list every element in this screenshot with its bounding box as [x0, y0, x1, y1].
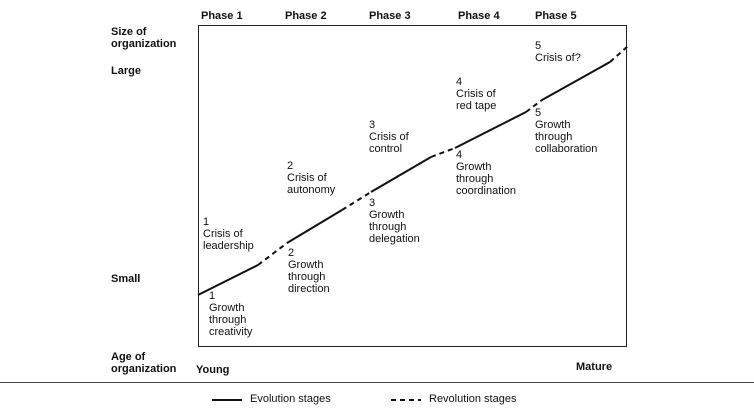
x-axis-title-line1: Age of [111, 351, 146, 363]
divider [0, 382, 754, 383]
stage-crisis-5: 5 Crisis of? [535, 40, 581, 64]
y-axis-small-label: Small [111, 273, 141, 285]
x-axis-title-line2: organization [111, 363, 177, 375]
stage-growth-5: 5 Growth through collaboration [535, 107, 598, 155]
evolution-segment-4 [454, 111, 527, 149]
stage-growth-3: 3 Growth through delegation [369, 197, 420, 245]
phase-5-label: Phase 5 [535, 10, 577, 22]
stage-growth-4: 4 Growth through coordination [456, 149, 516, 197]
stage-crisis-2: 2 Crisis of autonomy [287, 160, 336, 196]
stage-growth-2: 2 Growth through direction [288, 247, 330, 295]
phase-4-label: Phase 4 [458, 10, 500, 22]
y-axis-large-label: Large [111, 65, 141, 77]
x-axis-title: Age of organization [111, 351, 176, 375]
revolution-segment-2 [341, 191, 372, 211]
revolution-segment-1 [257, 242, 288, 266]
stage-crisis-4: 4 Crisis of red tape [456, 76, 497, 112]
evolution-segment-1 [197, 264, 259, 296]
stage-crisis-1: 1 Crisis of leadership [203, 216, 254, 252]
revolution-segment-4 [525, 99, 543, 113]
x-axis-mature-label: Mature [576, 361, 613, 373]
revolution-segment-3 [430, 147, 456, 158]
evolution-segment-2 [286, 209, 343, 244]
evolution-segment-5 [541, 61, 611, 101]
stage-crisis-3: 3 Crisis of control [369, 119, 409, 155]
evolution-segment-3 [370, 156, 432, 193]
y-axis-title: Size of organization [111, 26, 176, 50]
phase-1-label: Phase 1 [201, 10, 243, 22]
legend-evolution-label: Evolution stages [250, 393, 331, 405]
phase-2-label: Phase 2 [285, 10, 327, 22]
legend-revolution-label: Revolution stages [429, 393, 517, 405]
y-axis-title-line2: organization [111, 38, 177, 50]
y-axis-title-line1: Size of [111, 26, 147, 38]
plot-frame [198, 25, 627, 347]
phase-3-label: Phase 3 [369, 10, 411, 22]
stage-growth-1: 1 Growth through creativity [209, 290, 253, 338]
revolution-segment-5 [609, 45, 629, 63]
x-axis-young-label: Young [196, 364, 230, 376]
